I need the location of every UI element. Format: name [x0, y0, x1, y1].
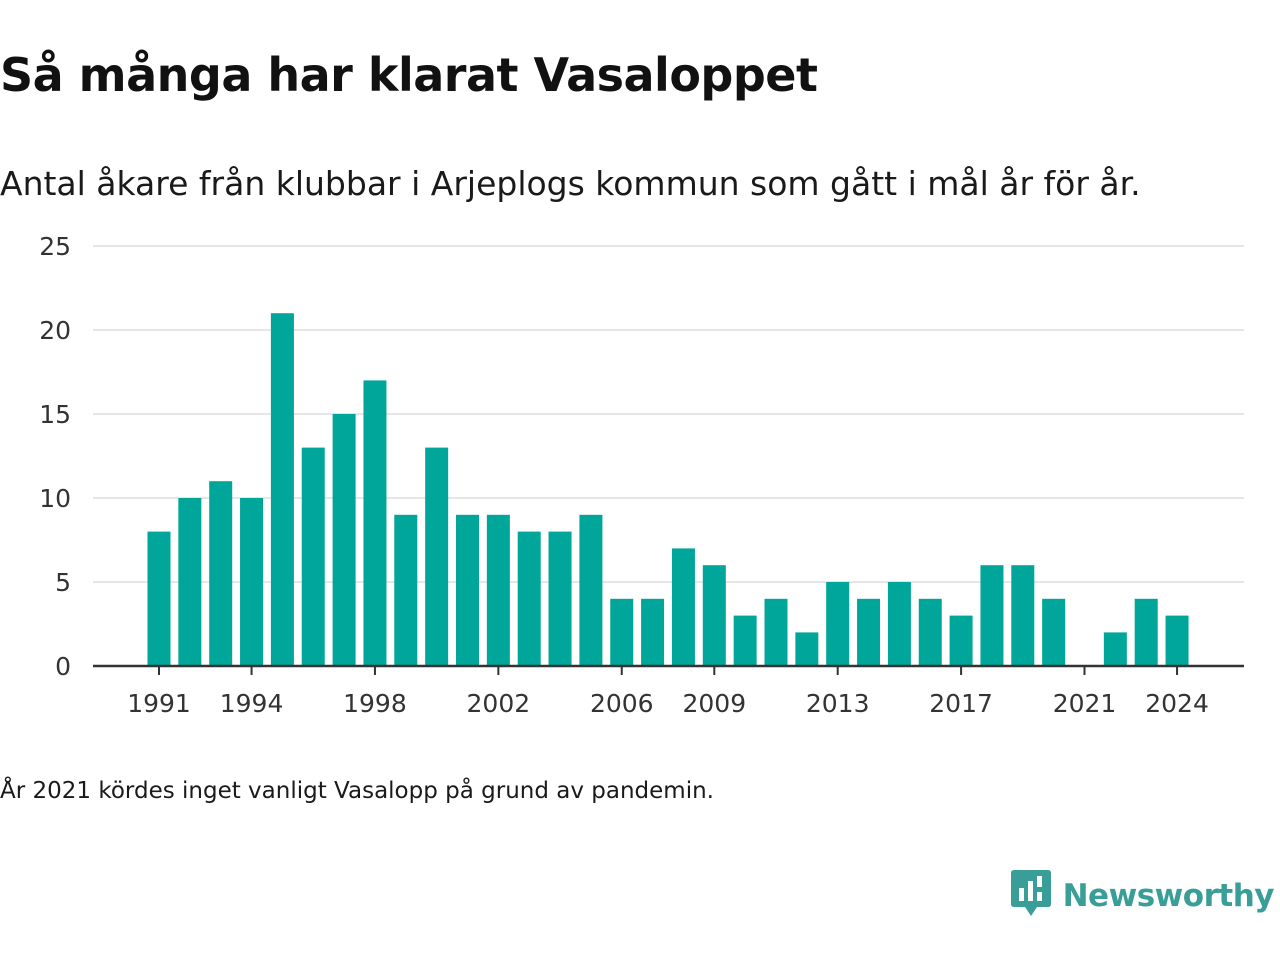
- bar-1999: [394, 514, 418, 666]
- bar-1996: [301, 447, 325, 666]
- y-tick-label-20: 20: [39, 316, 71, 345]
- y-tick-label-5: 5: [55, 568, 71, 597]
- bar-2024: [1165, 615, 1189, 666]
- footnote: År 2021 kördes inget vanligt Vasalopp på…: [0, 778, 714, 804]
- x-tick-label-2021: 2021: [1053, 689, 1117, 718]
- bar-1993: [209, 481, 233, 666]
- bar-2018: [980, 565, 1004, 666]
- bar-2019: [1011, 565, 1035, 666]
- bar-2006: [610, 598, 634, 666]
- y-axis-ticks: 0 5 10 15 20 25: [39, 232, 71, 681]
- bar-2010: [733, 615, 757, 666]
- bar-2007: [641, 598, 665, 666]
- bar-2020: [1042, 598, 1066, 666]
- bar-2014: [857, 598, 881, 666]
- bar-2017: [949, 615, 973, 666]
- bar-2002: [486, 514, 510, 666]
- bar-1998: [363, 380, 387, 666]
- bar-2009: [702, 565, 726, 666]
- bar-2012: [795, 632, 819, 666]
- bar-chart: 0 5 10 15 20 25 1991 1994 1998 2002 2006 2009 2013 2…: [39, 232, 1244, 718]
- y-tick-label-0: 0: [55, 652, 71, 681]
- bar-1992: [178, 498, 202, 666]
- bars: [147, 313, 1189, 666]
- bar-1997: [332, 414, 356, 666]
- chart-subtitle: Antal åkare från klubbar i Arjeplogs kom…: [0, 164, 1141, 203]
- bar-2022: [1103, 632, 1127, 666]
- newsworthy-logo-icon: [1010, 870, 1051, 922]
- bar-2016: [918, 598, 942, 666]
- brand-name: Newsworthy: [1062, 878, 1275, 914]
- x-tick-label-1991: 1991: [127, 689, 191, 718]
- x-tick-label-1998: 1998: [343, 689, 407, 718]
- x-tick-label-2006: 2006: [590, 689, 654, 718]
- bar-2015: [887, 582, 911, 666]
- x-tick-label-2013: 2013: [806, 689, 870, 718]
- grid-lines: [93, 245, 1244, 583]
- bar-2023: [1134, 598, 1158, 666]
- brand-logo[interactable]: Newsworthy: [1010, 870, 1275, 922]
- x-tick-label-1994: 1994: [220, 689, 284, 718]
- bar-2008: [671, 548, 695, 666]
- chart-title: Så många har klarat Vasaloppet: [0, 48, 818, 102]
- bar-2003: [517, 531, 541, 666]
- y-tick-label-10: 10: [39, 484, 71, 513]
- x-tick-label-2009: 2009: [682, 689, 746, 718]
- x-axis-ticks: 1991 1994 1998 2002 2006 2009 2013 2017 2021 2024: [127, 666, 1209, 718]
- x-tick-label-2024: 2024: [1145, 689, 1209, 718]
- bar-2011: [764, 598, 788, 666]
- bar-1995: [270, 313, 294, 666]
- bar-2005: [579, 514, 603, 666]
- bar-1994: [240, 498, 264, 666]
- y-tick-label-25: 25: [39, 232, 71, 261]
- bar-1991: [147, 531, 171, 666]
- x-tick-label-2002: 2002: [467, 689, 531, 718]
- bar-2000: [425, 447, 449, 666]
- bar-2004: [548, 531, 572, 666]
- y-tick-label-15: 15: [39, 400, 71, 429]
- bar-2013: [826, 582, 850, 666]
- x-tick-label-2017: 2017: [929, 689, 993, 718]
- bar-2001: [456, 514, 479, 666]
